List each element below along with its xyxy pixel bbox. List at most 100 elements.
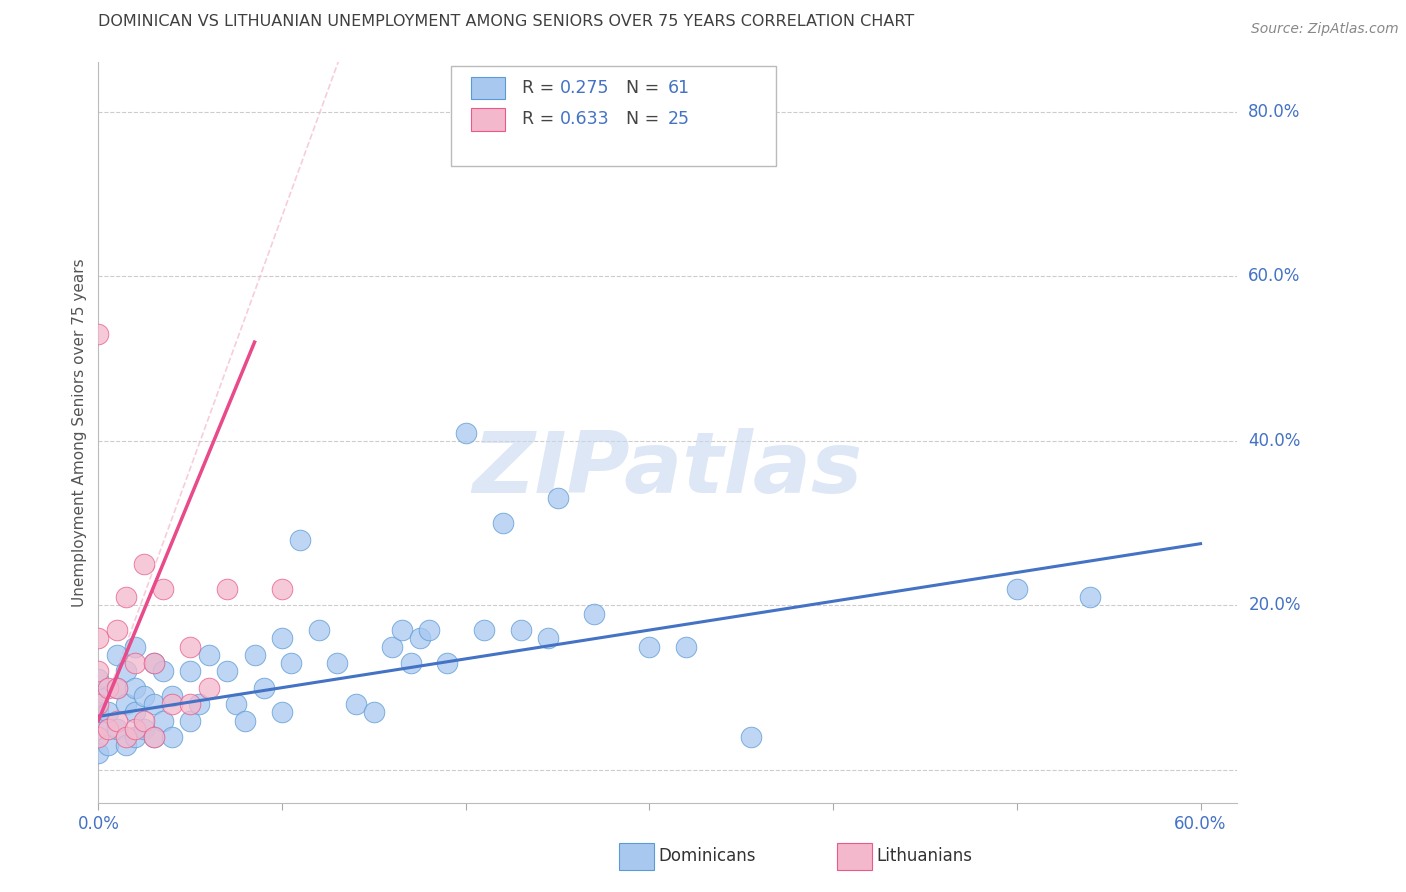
Point — [243, 648, 266, 662]
FancyBboxPatch shape — [451, 66, 776, 166]
Point — [105, 714, 128, 728]
Point — [97, 706, 120, 720]
Point — [97, 738, 120, 752]
Point — [87, 689, 110, 703]
Point — [105, 648, 128, 662]
Point — [280, 656, 302, 670]
Point — [115, 697, 138, 711]
Point — [134, 714, 156, 728]
Text: ZIPatlas: ZIPatlas — [472, 428, 863, 511]
Point — [638, 640, 661, 654]
Point — [124, 640, 146, 654]
Point — [215, 582, 238, 596]
Point — [87, 747, 110, 761]
Point — [124, 722, 146, 736]
Point — [491, 516, 513, 530]
Point — [134, 689, 156, 703]
Point — [363, 706, 385, 720]
Point — [142, 697, 165, 711]
Point — [97, 681, 120, 695]
Point — [235, 714, 257, 728]
Y-axis label: Unemployment Among Seniors over 75 years: Unemployment Among Seniors over 75 years — [72, 259, 87, 607]
Point — [124, 706, 146, 720]
Point — [87, 697, 110, 711]
Point — [142, 656, 165, 670]
Point — [87, 673, 110, 687]
Point — [142, 730, 165, 744]
Point — [152, 582, 174, 596]
Text: N =: N = — [616, 79, 665, 97]
Text: 61: 61 — [668, 79, 690, 97]
Point — [326, 656, 349, 670]
Point — [97, 722, 120, 736]
Text: 25: 25 — [668, 111, 690, 128]
Text: Lithuanians: Lithuanians — [876, 847, 972, 865]
Point — [179, 714, 201, 728]
Point — [142, 656, 165, 670]
Point — [225, 697, 247, 711]
Point — [344, 697, 367, 711]
Point — [87, 722, 110, 736]
Point — [253, 681, 276, 695]
Point — [115, 738, 138, 752]
Text: Source: ZipAtlas.com: Source: ZipAtlas.com — [1251, 22, 1399, 37]
Point — [115, 664, 138, 678]
Point — [308, 623, 330, 637]
Point — [179, 697, 201, 711]
Point — [509, 623, 531, 637]
Point — [87, 664, 110, 678]
Point — [87, 326, 110, 341]
Text: N =: N = — [616, 111, 665, 128]
Text: R =: R = — [522, 111, 560, 128]
Point — [87, 730, 110, 744]
Point — [105, 722, 128, 736]
Point — [179, 664, 201, 678]
Point — [124, 730, 146, 744]
Point — [409, 632, 432, 646]
Point — [1078, 590, 1101, 604]
Text: Dominicans: Dominicans — [658, 847, 755, 865]
Point — [740, 730, 762, 744]
Text: 80.0%: 80.0% — [1249, 103, 1301, 120]
Point — [472, 623, 495, 637]
FancyBboxPatch shape — [471, 108, 505, 130]
Text: 0.275: 0.275 — [560, 79, 609, 97]
Point — [160, 689, 183, 703]
Point — [152, 664, 174, 678]
Point — [271, 582, 294, 596]
Point — [152, 714, 174, 728]
Point — [134, 722, 156, 736]
Point — [271, 632, 294, 646]
Text: R =: R = — [522, 79, 560, 97]
Point — [105, 681, 128, 695]
Point — [391, 623, 413, 637]
Point — [124, 681, 146, 695]
Point — [290, 533, 312, 547]
Point — [197, 681, 219, 695]
Point — [87, 632, 110, 646]
Point — [537, 632, 560, 646]
Point — [188, 697, 211, 711]
Text: 40.0%: 40.0% — [1249, 432, 1301, 450]
Point — [1005, 582, 1028, 596]
Point — [179, 640, 201, 654]
Point — [105, 623, 128, 637]
Point — [381, 640, 404, 654]
Text: 60.0%: 60.0% — [1249, 268, 1301, 285]
Point — [399, 656, 422, 670]
Point — [105, 681, 128, 695]
Point — [124, 656, 146, 670]
Text: DOMINICAN VS LITHUANIAN UNEMPLOYMENT AMONG SENIORS OVER 75 YEARS CORRELATION CHA: DOMINICAN VS LITHUANIAN UNEMPLOYMENT AMO… — [98, 14, 915, 29]
Point — [436, 656, 458, 670]
Point — [418, 623, 440, 637]
Point — [454, 425, 477, 440]
Point — [115, 730, 138, 744]
Point — [197, 648, 219, 662]
FancyBboxPatch shape — [471, 78, 505, 99]
Text: 20.0%: 20.0% — [1249, 597, 1301, 615]
Point — [215, 664, 238, 678]
Point — [160, 697, 183, 711]
Point — [134, 558, 156, 572]
Point — [87, 706, 110, 720]
Point — [583, 607, 606, 621]
